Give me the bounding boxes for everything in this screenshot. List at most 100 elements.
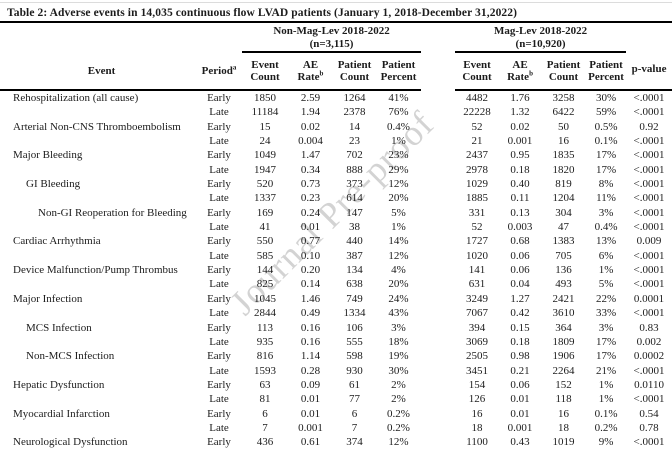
value-cell: 0.28 bbox=[300, 364, 321, 377]
table-row: Late 11184 1.94 2378 76% 22228 1.32 6422 59% <.00… bbox=[0, 105, 672, 119]
pvalue-cell: <.0001 bbox=[633, 393, 665, 406]
value-cell: 0.01 bbox=[300, 221, 321, 234]
value-cell: 11% bbox=[596, 192, 616, 205]
event-cell bbox=[0, 163, 196, 177]
value-cell: 18 bbox=[558, 421, 570, 434]
value-cell: 394 bbox=[468, 321, 486, 334]
gap-cell bbox=[421, 105, 455, 119]
value-cell: 126 bbox=[468, 393, 486, 406]
value-cell: 0.16 bbox=[300, 321, 321, 334]
value-cell: 136 bbox=[555, 264, 572, 277]
value-cell: 0.15 bbox=[510, 321, 530, 334]
column-header-patient-count: Patient Count bbox=[333, 52, 376, 91]
gap-cell bbox=[421, 148, 455, 162]
value-cell: 20% bbox=[388, 278, 409, 291]
value-cell: 7067 bbox=[466, 307, 489, 320]
value-cell: 4482 bbox=[466, 92, 489, 104]
gap-cell bbox=[421, 234, 455, 248]
value-cell: 1% bbox=[598, 378, 614, 391]
value-cell: 0.11 bbox=[510, 192, 530, 205]
value-cell: 5% bbox=[598, 278, 614, 291]
value-cell: 17% bbox=[595, 335, 617, 348]
value-cell: 23 bbox=[349, 135, 360, 148]
value-cell: 3069 bbox=[466, 335, 489, 348]
value-cell: 331 bbox=[468, 206, 486, 219]
value-cell: 52 bbox=[471, 221, 483, 234]
value-cell: 0.4% bbox=[594, 221, 618, 234]
value-cell: 63 bbox=[259, 378, 271, 391]
pvalue-cell: <.0001 bbox=[633, 278, 665, 291]
value-cell: 76% bbox=[388, 106, 409, 119]
gap-cell bbox=[421, 421, 455, 435]
column-header-patient-count: Patient Count bbox=[541, 52, 587, 91]
value-cell: 631 bbox=[468, 278, 486, 291]
column-header-patient-percent: Patient Percent bbox=[586, 52, 627, 91]
period-cell: Early bbox=[207, 378, 231, 391]
value-cell: 2844 bbox=[254, 307, 276, 320]
gap-cell bbox=[421, 321, 455, 335]
value-cell: 0.21 bbox=[510, 364, 530, 377]
gap-cell bbox=[421, 206, 455, 220]
value-cell: 14% bbox=[388, 235, 409, 248]
period-cell: Late bbox=[209, 421, 229, 434]
table-row: Late 7 0.001 7 0.2% 18 0.001 18 0.2% 0.78 bbox=[0, 421, 672, 435]
gap-cell bbox=[421, 163, 455, 177]
pvalue-cell: 0.92 bbox=[639, 120, 659, 133]
event-cell: Rehospitalization (all cause) bbox=[13, 92, 139, 104]
period-cell: Late bbox=[209, 278, 229, 291]
group-n: (n=3,115) bbox=[309, 37, 354, 50]
gap-cell bbox=[421, 364, 455, 378]
value-cell: 43% bbox=[388, 307, 409, 320]
period-cell: Early bbox=[207, 178, 231, 191]
event-cell: Major Bleeding bbox=[13, 149, 83, 162]
value-cell: 373 bbox=[346, 178, 363, 191]
value-cell: 2437 bbox=[466, 149, 489, 162]
group-spacer bbox=[626, 24, 672, 52]
pvalue-cell: <.0001 bbox=[633, 307, 665, 320]
table-row: Myocardial Infarction Early 6 0.01 6 0.2% 16 0.… bbox=[0, 407, 672, 421]
value-cell: 0.98 bbox=[510, 350, 530, 363]
value-cell: 0.001 bbox=[507, 421, 533, 434]
value-cell: 21 bbox=[471, 135, 483, 148]
column-header-ae-rate: AE Rateb bbox=[499, 52, 542, 91]
value-cell: 12% bbox=[388, 249, 409, 262]
value-cell: 1045 bbox=[254, 292, 276, 305]
value-cell: 0.18 bbox=[510, 163, 530, 176]
table-row: Non-MCS Infection Early 816 1.14 598 19% 2505 0… bbox=[0, 349, 672, 363]
value-cell: 17% bbox=[595, 149, 617, 162]
group-n: (n=10,920) bbox=[515, 37, 566, 50]
value-cell: 1% bbox=[391, 135, 406, 148]
value-cell: 0.004 bbox=[298, 135, 323, 148]
event-cell bbox=[0, 277, 196, 291]
value-cell: 1264 bbox=[343, 92, 366, 104]
value-cell: 0.43 bbox=[510, 436, 530, 449]
event-cell bbox=[0, 364, 196, 378]
value-cell: 0.68 bbox=[510, 235, 530, 248]
period-cell: Late bbox=[209, 221, 229, 234]
value-cell: 888 bbox=[346, 163, 363, 176]
value-cell: 0.10 bbox=[300, 249, 321, 262]
value-cell: 1.14 bbox=[300, 350, 321, 363]
group-header-non-mag-lev: Non-Mag-Lev 2018-2022 (n=3,115) bbox=[242, 24, 422, 53]
event-cell bbox=[0, 191, 196, 205]
value-cell: 0.20 bbox=[300, 264, 321, 277]
page-top-rule bbox=[0, 2, 672, 3]
table-row: Major Infection Early 1045 1.46 749 24% 3249 1.… bbox=[0, 292, 672, 306]
value-cell: 9% bbox=[598, 436, 614, 449]
column-header-row: Event Perioda Event Count AE Rateb Patient… bbox=[0, 52, 672, 91]
value-cell: 106 bbox=[346, 321, 363, 334]
value-cell: 41 bbox=[259, 221, 271, 234]
value-cell: 440 bbox=[346, 235, 363, 248]
value-cell: 17% bbox=[595, 350, 617, 363]
value-cell: 0.61 bbox=[300, 436, 321, 449]
value-cell: 364 bbox=[555, 321, 572, 334]
table-row: MCS Infection Early 113 0.16 106 3% 394 0.15 364… bbox=[0, 321, 672, 335]
value-cell: 1.47 bbox=[300, 149, 321, 162]
value-cell: 436 bbox=[256, 436, 274, 449]
gap-cell bbox=[421, 120, 455, 134]
value-cell: 59% bbox=[595, 106, 617, 119]
table-row: Late 41 0.01 38 1% 52 0.003 47 0.4% <.0001 bbox=[0, 220, 672, 234]
value-cell: 304 bbox=[555, 206, 572, 219]
value-cell: 3% bbox=[598, 206, 614, 219]
